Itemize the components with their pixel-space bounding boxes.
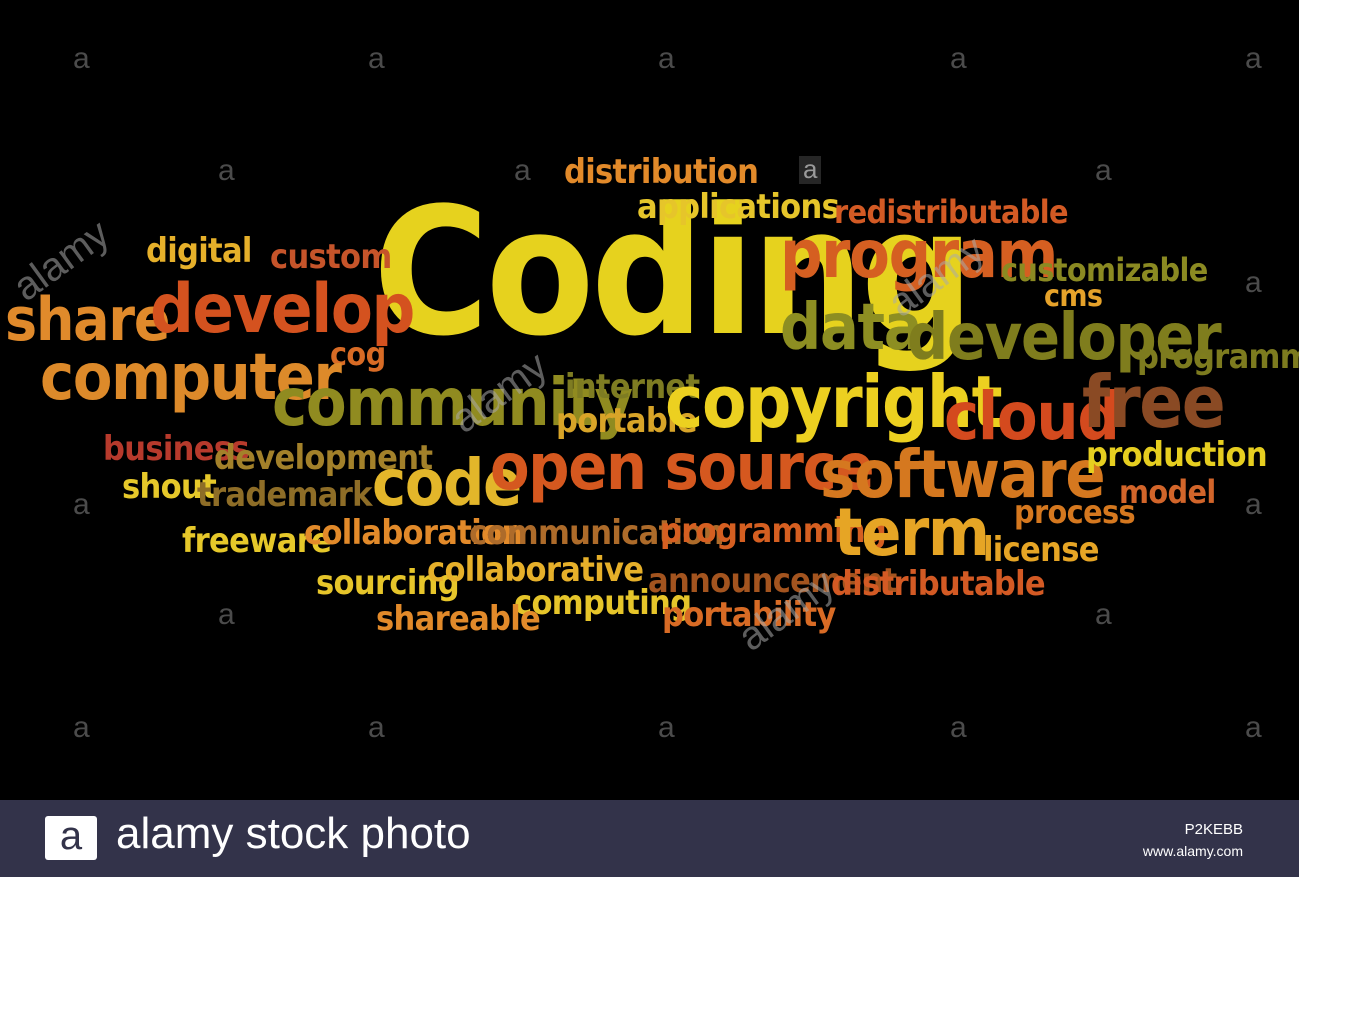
watermark-glyph: a <box>1245 42 1262 75</box>
word: distribution <box>564 152 759 192</box>
watermark-glyph: a <box>658 42 675 75</box>
image-code: P2KEBB <box>1184 821 1243 838</box>
word: program <box>780 216 1058 293</box>
watermark-glyph: a <box>1095 154 1112 187</box>
alamy-logo-icon: a <box>45 816 97 860</box>
word: applications <box>637 187 840 227</box>
word: computing <box>514 583 692 623</box>
word: develop <box>150 270 415 349</box>
word: term <box>834 494 990 571</box>
word: cog <box>330 335 386 373</box>
word: programmer <box>1137 337 1299 377</box>
word: collaborative <box>427 550 644 590</box>
word: process <box>1014 493 1136 531</box>
word: cms <box>1044 279 1103 314</box>
word: collaboration <box>304 513 523 553</box>
word: announcement <box>648 561 897 601</box>
watermark-glyph: a <box>73 42 90 75</box>
word: computer <box>40 341 342 415</box>
word: digital <box>146 231 252 271</box>
watermark-glyph: a <box>1245 711 1262 744</box>
word: trademark <box>197 475 373 515</box>
word: data <box>780 291 923 365</box>
word: distributable <box>831 564 1046 604</box>
site-url: www.alamy.com <box>1142 843 1243 859</box>
word: community <box>272 364 633 441</box>
word: business <box>103 429 250 469</box>
watermark-glyph: a <box>73 711 90 744</box>
watermark-glyph: a <box>1245 488 1262 521</box>
word: portable <box>556 401 698 441</box>
word: communication <box>469 513 724 553</box>
watermark-glyph: a <box>368 42 385 75</box>
word: Coding <box>373 170 974 375</box>
word: development <box>214 438 433 478</box>
word: programming <box>660 511 887 551</box>
image-area: Coding distribution applications redistr… <box>0 0 1299 800</box>
footer-bar: a alamy stock photo P2KEBB www.alamy.com <box>0 800 1299 877</box>
watermark-glyph: a <box>514 154 531 187</box>
word: software <box>820 436 1106 513</box>
watermark-glyph: a <box>1245 266 1262 299</box>
word: open source <box>490 431 875 505</box>
watermark-glyph: a <box>658 711 675 744</box>
word: developer <box>907 301 1222 375</box>
brand-text: alamy stock photo <box>116 809 471 858</box>
watermark-glyph: a <box>950 42 967 75</box>
word: cloud <box>944 378 1120 455</box>
watermark-glyph: a <box>368 711 385 744</box>
word: production <box>1086 435 1268 475</box>
word: shareable <box>376 599 541 639</box>
word: copyright <box>665 360 1003 444</box>
word: customizable <box>1001 251 1208 289</box>
word: redistributable <box>834 193 1069 231</box>
watermark-glyph: a <box>218 154 235 187</box>
watermark-glyph: a <box>799 156 822 184</box>
word: free <box>1082 360 1226 444</box>
word: model <box>1119 473 1216 511</box>
watermark-glyph: a <box>73 488 90 521</box>
word: internet <box>565 367 700 407</box>
word: sourcing <box>316 563 460 603</box>
watermark-glyph: a <box>1095 598 1112 631</box>
watermark-glyph: a <box>218 598 235 631</box>
word: license <box>983 530 1100 570</box>
word: shout <box>122 467 217 507</box>
word: freeware <box>182 521 332 561</box>
word: custom <box>270 237 392 277</box>
word: share <box>5 285 170 355</box>
word: portability <box>662 595 836 635</box>
word: code <box>372 447 522 521</box>
watermark-glyph: a <box>950 711 967 744</box>
